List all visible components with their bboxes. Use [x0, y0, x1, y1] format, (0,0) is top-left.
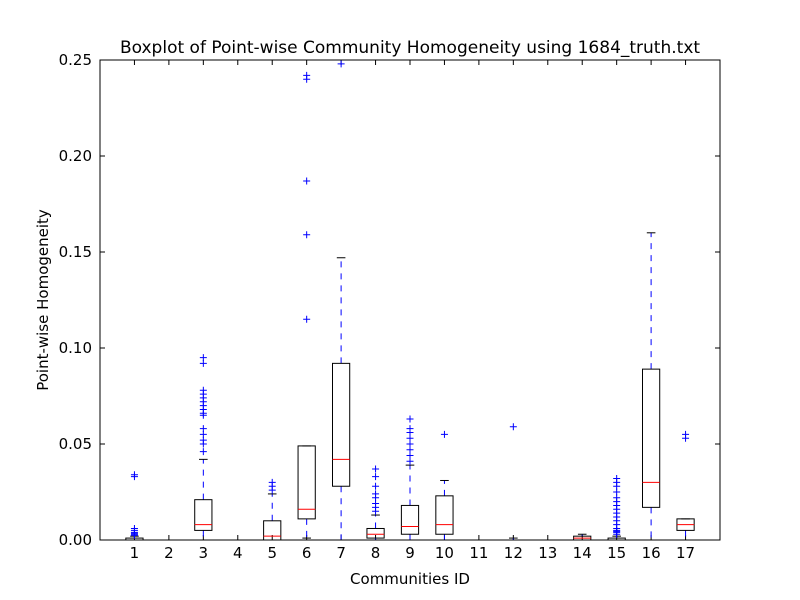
flier-point — [199, 425, 207, 433]
flier-point — [268, 478, 276, 486]
axes-frame — [99, 59, 721, 541]
flier-point — [509, 423, 517, 431]
x-tick-label: 6 — [302, 544, 312, 562]
x-tick-label: 14 — [573, 544, 592, 562]
flier-point — [613, 475, 621, 483]
y-tick-label: 0.20 — [59, 147, 92, 165]
x-axis-label: Communities ID — [350, 570, 470, 588]
y-tick-label: 0.00 — [59, 531, 92, 549]
y-tick-label: 0.05 — [59, 435, 92, 453]
x-tick-label: 10 — [435, 544, 454, 562]
x-tick-label: 9 — [405, 544, 415, 562]
x-tick-label: 13 — [538, 544, 557, 562]
box-8 — [366, 527, 385, 539]
box-16 — [642, 368, 661, 508]
x-tick-label: 1 — [130, 544, 140, 562]
x-tick-label: 2 — [164, 544, 174, 562]
box-10 — [435, 495, 454, 535]
flier-point — [440, 430, 448, 438]
x-tick-label: 11 — [469, 544, 488, 562]
y-axis-label: Point-wise Homogeneity — [34, 209, 52, 391]
x-tick-label: 4 — [233, 544, 243, 562]
x-tick-label: 7 — [336, 544, 346, 562]
flier-point — [303, 177, 311, 185]
plot-area: 0.000.050.100.150.200.251 2 3 4 5 6 7 8 9 10 11 12 1… — [59, 51, 720, 562]
x-tick-label: 17 — [676, 544, 695, 562]
flier-point — [303, 315, 311, 323]
y-tick-label: 0.10 — [59, 339, 92, 357]
flier-point — [199, 354, 207, 362]
y-tick-label: 0.25 — [59, 51, 92, 69]
x-tick-label: 5 — [267, 544, 277, 562]
box-6 — [297, 445, 316, 520]
flier-point — [130, 524, 138, 532]
flier-point — [303, 231, 311, 239]
y-tick-label: 0.15 — [59, 243, 92, 261]
flier-point — [406, 425, 414, 433]
x-tick-label: 12 — [504, 544, 523, 562]
flier-point — [199, 448, 207, 456]
flier-point — [337, 60, 345, 68]
x-tick-label: 3 — [199, 544, 209, 562]
flier-point — [372, 482, 380, 490]
x-tick-label: 15 — [607, 544, 626, 562]
flier-point — [682, 430, 690, 438]
box-7 — [332, 362, 351, 487]
flier-point — [303, 71, 311, 79]
chart-title: Boxplot of Point-wise Community Homogene… — [120, 38, 700, 58]
flier-point — [130, 471, 138, 479]
flier-point — [372, 490, 380, 498]
x-tick-label: 8 — [371, 544, 381, 562]
flier-point — [372, 473, 380, 481]
box-9 — [400, 504, 420, 535]
x-tick-label: 16 — [642, 544, 661, 562]
flier-point — [199, 386, 207, 394]
flier-point — [406, 415, 414, 423]
box-3 — [194, 499, 213, 531]
flier-point — [372, 465, 380, 473]
